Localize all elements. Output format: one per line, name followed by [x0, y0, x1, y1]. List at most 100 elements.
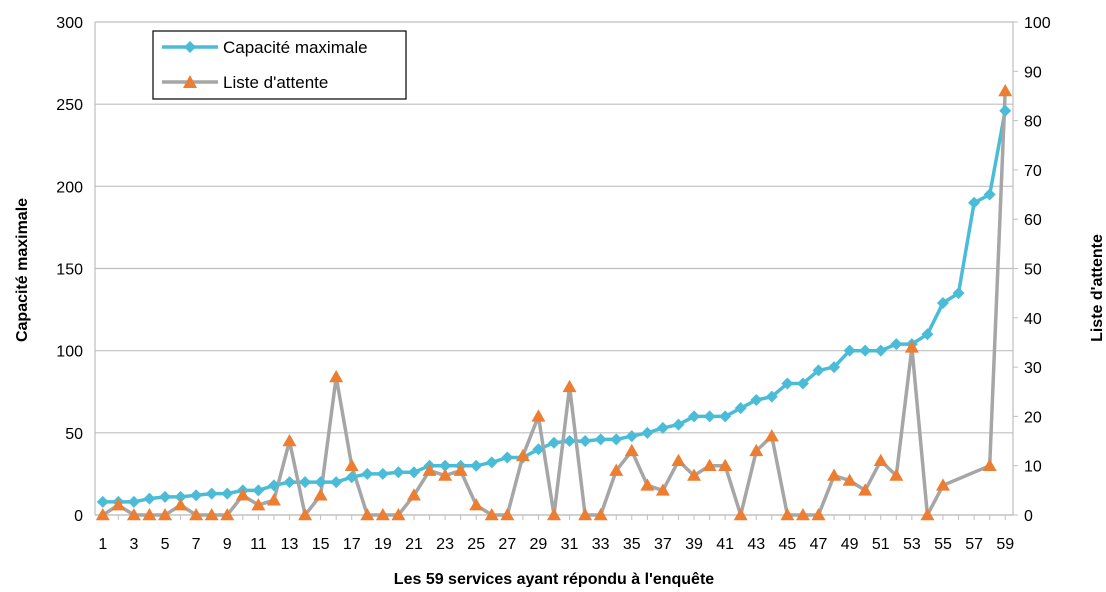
axes: 0 50 100 150 200 250 300 0 10 20 30 40 50 60 70 80 90 100…	[56, 15, 1051, 553]
y2-tick-label: 70	[1024, 163, 1042, 180]
data-point-attente	[873, 453, 888, 467]
data-point-capacite	[190, 489, 203, 502]
data-point-capacite	[361, 467, 374, 480]
data-point-capacite	[548, 436, 560, 449]
x-tick-label: 43	[747, 536, 765, 553]
series	[95, 84, 1013, 521]
data-point-attente	[593, 508, 608, 521]
data-point-attente	[158, 508, 173, 521]
data-point-attente	[935, 478, 950, 491]
data-point-attente	[126, 508, 141, 521]
data-point-capacite	[283, 476, 296, 489]
data-point-attente	[95, 508, 110, 521]
data-point-attente	[749, 443, 764, 457]
data-point-attente	[562, 379, 577, 393]
x-tick-label: 17	[343, 536, 361, 553]
y-tick-label: 0	[74, 508, 83, 525]
y2-tick-label: 60	[1024, 212, 1042, 229]
x-tick-label: 53	[903, 536, 921, 553]
data-point-attente	[484, 508, 499, 521]
data-point-capacite	[765, 390, 778, 403]
data-point-capacite	[672, 418, 685, 431]
data-point-attente	[578, 508, 593, 521]
legend-label-capacite: Capacité maximale	[223, 38, 368, 57]
legend: Capacité maximale Liste d'attente	[152, 30, 407, 100]
data-point-attente	[609, 463, 624, 476]
data-point-capacite	[314, 476, 327, 489]
data-point-attente	[998, 84, 1013, 97]
data-point-capacite	[859, 344, 872, 357]
data-point-capacite	[796, 377, 809, 390]
x-tick-label: 29	[530, 536, 548, 553]
data-point-capacite	[843, 344, 856, 357]
data-point-capacite	[641, 426, 654, 439]
data-point-attente	[298, 508, 313, 521]
data-point-capacite	[719, 410, 732, 423]
x-axis-title: Les 59 services ayant répondu à l'enquêt…	[394, 571, 714, 587]
data-point-capacite	[96, 495, 109, 508]
data-point-attente	[733, 508, 748, 521]
x-tick-label: 39	[685, 536, 703, 553]
data-point-attente	[671, 453, 686, 467]
data-point-attente	[251, 498, 266, 511]
data-point-capacite	[563, 435, 576, 448]
y2-tick-label: 40	[1024, 311, 1042, 328]
data-point-attente	[391, 508, 406, 521]
data-point-capacite	[999, 104, 1012, 117]
data-point-capacite	[174, 490, 187, 503]
data-point-attente	[500, 508, 515, 521]
x-tick-label: 35	[623, 536, 641, 553]
data-point-capacite	[330, 476, 343, 489]
data-point-attente	[438, 468, 453, 481]
data-point-capacite	[143, 492, 156, 505]
data-point-attente	[889, 468, 904, 481]
data-point-attente	[795, 508, 810, 521]
y-tick-label: 200	[56, 179, 83, 196]
data-point-attente	[235, 488, 250, 501]
y2-tick-label: 10	[1024, 459, 1042, 476]
legend-marker-attente	[183, 75, 197, 88]
data-point-attente	[904, 340, 919, 353]
y-tick-label: 300	[56, 15, 83, 32]
data-point-attente	[811, 508, 826, 521]
y-tick-label: 150	[56, 262, 83, 279]
x-tick-label: 19	[374, 536, 392, 553]
series-line-attente	[101, 90, 1007, 517]
data-point-attente	[764, 429, 779, 442]
data-point-attente	[515, 448, 530, 462]
data-point-capacite	[439, 459, 452, 472]
data-point-capacite	[407, 466, 420, 479]
data-point-attente	[547, 508, 561, 521]
x-tick-label: 11	[250, 536, 267, 553]
x-tick-label: 15	[312, 536, 330, 553]
data-point-attente	[422, 463, 437, 476]
data-point-attente	[842, 473, 857, 486]
data-point-capacite	[921, 328, 934, 341]
y2-axis-title: Liste d'attente	[1089, 234, 1106, 342]
data-point-attente	[702, 458, 717, 471]
data-point-capacite	[625, 430, 638, 443]
x-tick-label: 31	[561, 536, 579, 553]
data-point-capacite	[610, 433, 623, 446]
x-tick-label: 21	[405, 536, 423, 553]
data-point-attente	[453, 463, 468, 476]
data-point-attente	[780, 508, 795, 521]
data-point-capacite	[267, 479, 280, 492]
data-point-attente	[111, 498, 126, 511]
data-point-capacite	[299, 476, 312, 489]
x-tick-label: 9	[223, 536, 232, 553]
x-tick-label: 27	[498, 536, 516, 553]
legend-marker-capacite	[184, 41, 196, 53]
data-point-capacite	[470, 459, 483, 472]
x-tick-label: 1	[98, 536, 107, 553]
data-point-capacite	[983, 188, 996, 201]
data-point-capacite	[221, 487, 234, 500]
data-point-capacite	[828, 361, 841, 374]
data-point-capacite	[812, 364, 825, 377]
data-point-capacite	[485, 456, 498, 469]
data-point-attente	[360, 508, 375, 521]
data-point-attente	[344, 458, 359, 471]
data-point-capacite	[205, 487, 218, 500]
x-tick-label: 45	[778, 536, 796, 553]
data-point-attente	[687, 468, 702, 481]
